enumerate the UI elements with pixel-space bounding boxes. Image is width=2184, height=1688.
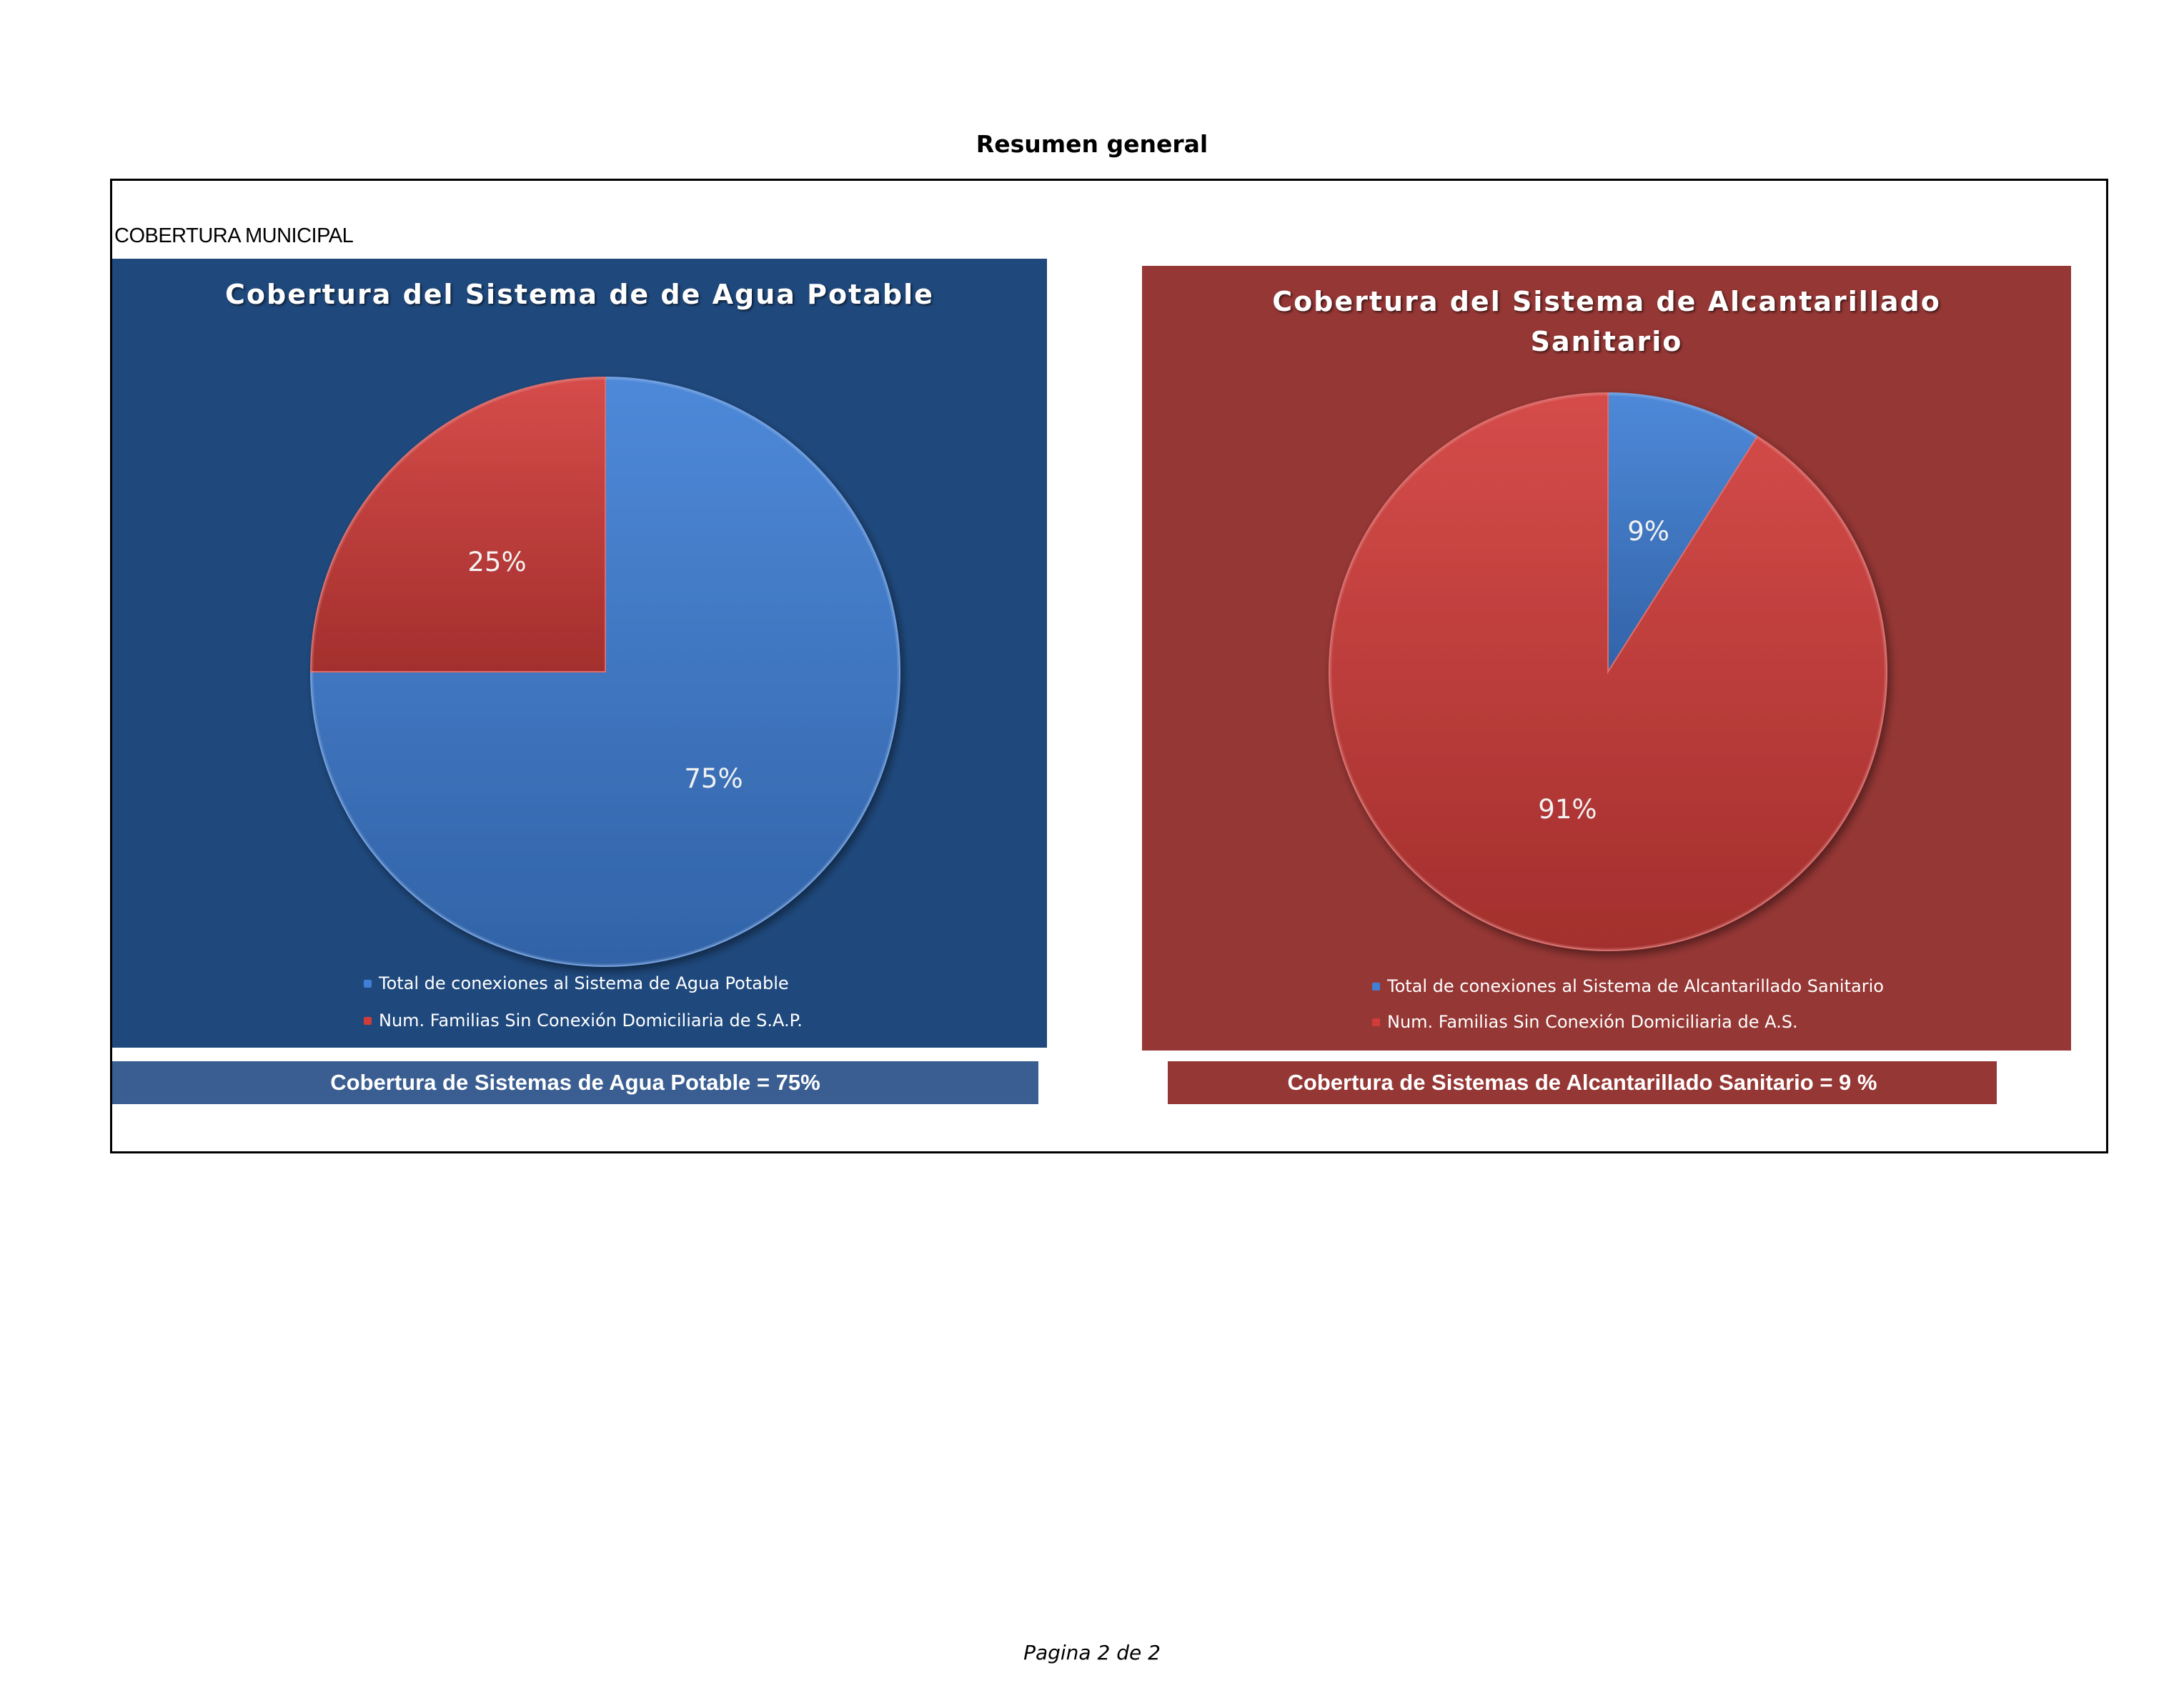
water-chart-panel: Cobertura del Sistema de de Agua Potable… [112,259,1047,1048]
water-slice-0 [309,376,900,967]
water-slice-label-0: 75% [684,763,743,794]
sewer-slice-1 [1329,392,1887,951]
water-legend-item-unconnected: Num. Familias Sin Conexión Domiciliaria … [364,1011,803,1031]
sewer-legend-swatch-red [1372,1018,1380,1026]
water-pie-chart: 75% 25% [309,376,900,967]
sewer-coverage-banner: Cobertura de Sistemas de Alcantarillado … [1168,1061,1997,1104]
sewer-chart-panel: Cobertura del Sistema de Alcantarillado … [1142,266,2071,1051]
section-label: COBERTURA MUNICIPAL [114,224,354,247]
sewer-slice-label-0: 9% [1627,516,1669,547]
sewer-slice-0 [1607,392,1759,675]
sewer-pie-chart: 9% 91% [1329,392,1887,951]
sewer-legend-item-connected: Total de conexiones al Sistema de Alcant… [1372,976,1884,996]
sewer-chart-title-line-2: Sanitario [1530,326,1683,357]
sewer-legend-label-unconnected: Num. Familias Sin Conexión Domiciliaria … [1387,1012,1798,1032]
water-legend-label-unconnected: Num. Familias Sin Conexión Domiciliaria … [379,1011,803,1031]
summary-frame [110,179,2108,1153]
water-chart-title: Cobertura del Sistema de de Agua Potable [225,279,934,310]
water-legend-swatch-red [364,1016,372,1025]
sewer-legend-item-unconnected: Num. Familias Sin Conexión Domiciliaria … [1372,1012,1798,1032]
water-legend-label-connected: Total de conexiones al Sistema de Agua P… [379,973,789,993]
water-coverage-banner: Cobertura de Sistemas de Agua Potable = … [112,1061,1038,1104]
sewer-slice-label-1: 91% [1538,794,1597,825]
water-legend-item-connected: Total de conexiones al Sistema de Agua P… [364,973,789,993]
page-footer: Pagina 2 de 2 [1023,1641,1161,1664]
sewer-legend-swatch-blue [1372,982,1380,991]
sewer-chart-title-line-1: Cobertura del Sistema de Alcantarillado [1272,286,1941,317]
water-slice-label-1: 25% [467,547,526,577]
sewer-legend-label-connected: Total de conexiones al Sistema de Alcant… [1387,976,1884,996]
water-legend-swatch-blue [364,979,372,988]
water-slice-1 [309,376,606,672]
page-title: Resumen general [976,130,1208,158]
